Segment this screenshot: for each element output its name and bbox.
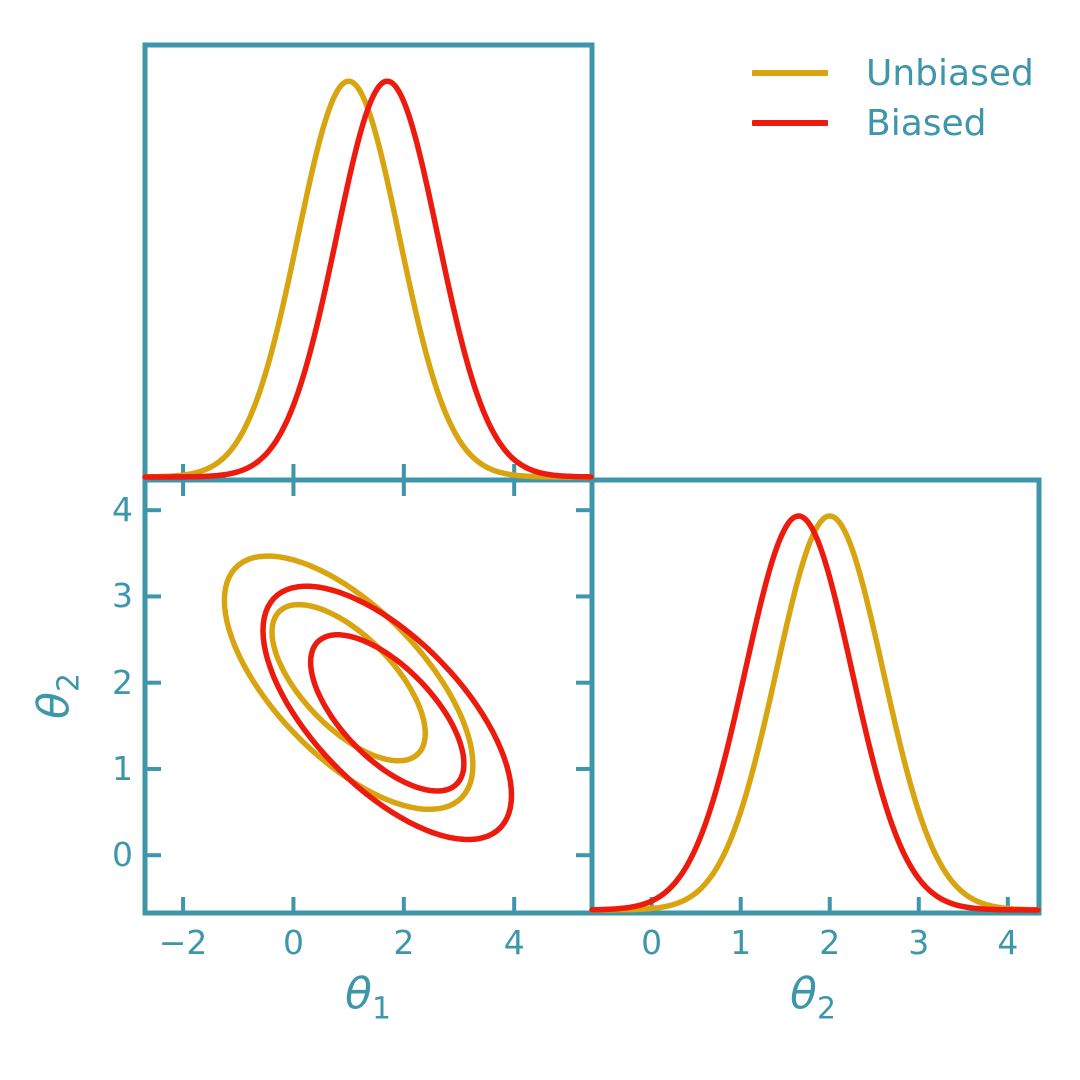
tick-label-theta2-bottom: 3 [908,923,930,962]
x-axis-label-theta1: θ1 [345,968,391,1034]
density-theta2-biased [589,513,1041,913]
legend-line-biased [752,120,828,126]
y-axis-label-theta2: θ2 [28,673,94,719]
tick-label-theta2-bottom: 4 [997,923,1019,962]
panel-border-bl [142,477,595,916]
tick-label-theta1: 4 [503,923,525,962]
tick-label-theta1: 0 [282,923,304,962]
theta2-subscript: 2 [51,673,87,693]
density-theta1-biased [142,78,594,480]
tick-label-theta2-bottom: 0 [641,923,663,962]
x-axis-label-theta2: θ2 [790,968,836,1034]
tick-label-theta2-bottom: 1 [730,923,752,962]
legend-item-unbiased: Unbiased [752,48,1034,98]
tick-label-theta1: −2 [158,923,208,962]
contour-68-biased [307,632,467,794]
panel-border-br [589,477,1042,916]
legend-label-biased: Biased [866,102,987,144]
tick-label-theta2-left: 2 [112,662,133,702]
legend-line-unbiased [752,70,828,76]
tick-label-theta2-bottom: 2 [819,923,841,962]
theta2-symbol: θ [28,692,80,719]
tick-label-theta2-left: 3 [112,576,133,616]
theta1-symbol: θ [345,968,372,1020]
contour-68-unbiased [269,601,429,764]
contour-95-unbiased [221,553,476,813]
theta1-subscript: 1 [371,991,391,1027]
theta2-subscript: 2 [816,991,836,1027]
theta2-symbol: θ [790,968,817,1020]
tick-label-theta2-left: 0 [112,835,133,875]
tick-label-theta1: 2 [393,923,415,962]
legend-item-biased: Biased [752,98,1034,148]
tick-label-theta2-left: 1 [112,748,133,788]
tick-label-theta2-left: 4 [112,490,133,530]
density-theta2-unbiased [589,513,1041,913]
density-theta1-unbiased [142,78,594,480]
legend-label-unbiased: Unbiased [866,52,1034,94]
legend: Unbiased Biased [752,48,1034,148]
contour-95-biased [260,583,515,843]
